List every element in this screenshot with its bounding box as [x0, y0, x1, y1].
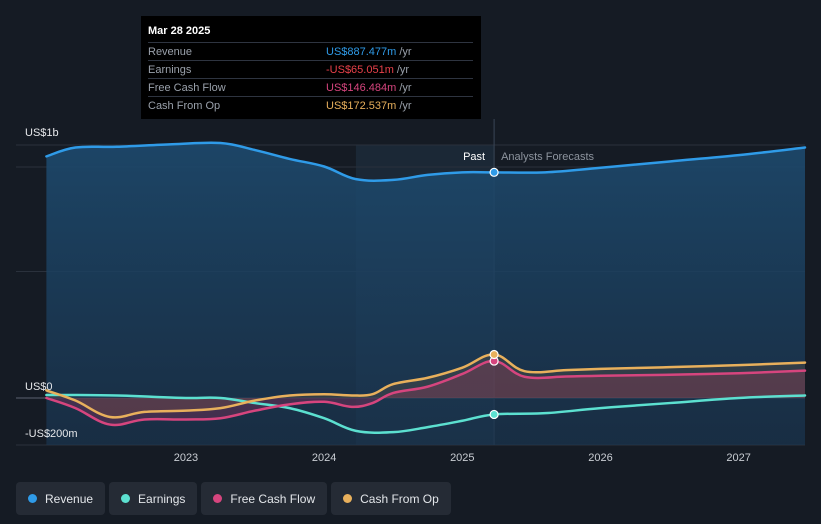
x-tick-label: 2027	[726, 452, 750, 464]
tooltip-row-value: US$887.477m	[326, 45, 397, 58]
legend-dot-icon	[213, 494, 223, 503]
tooltip-row-unit: /yr	[396, 63, 410, 76]
tooltip-row: Free Cash Flow US$146.484m/yr	[148, 78, 473, 96]
area-free-cash-flow	[46, 361, 806, 425]
tooltip-row-unit: /yr	[399, 81, 412, 94]
line-earnings	[45, 393, 807, 434]
tooltip-row-name: Revenue	[148, 45, 193, 58]
tooltip-row-value: US$172.537m	[326, 99, 397, 112]
tooltip: Mar 28 2025 Revenue US$887.477m/yr Earning…	[141, 16, 481, 119]
forecast-label: Analysts Forecasts	[501, 151, 594, 163]
hover-markers	[489, 167, 499, 420]
tooltip-row-name: Free Cash Flow	[148, 81, 226, 94]
y-tick-label: US$0	[25, 381, 53, 393]
series-lines	[45, 141, 807, 434]
legend-item-revenue[interactable]: Revenue	[16, 482, 106, 515]
tooltip-row: Cash From Op US$172.537m/yr	[148, 96, 473, 114]
y-tick-label: US$1b	[25, 127, 59, 139]
legend-label: Revenue	[45, 491, 94, 506]
legend-dot-icon	[28, 494, 37, 503]
x-tick-label: 2023	[174, 452, 198, 464]
tooltip-row-unit: /yr	[399, 99, 412, 112]
x-tick-label: 2026	[588, 452, 612, 464]
legend-item-earnings[interactable]: Earnings	[109, 482, 198, 515]
x-tick-label: 2025	[450, 452, 474, 464]
tooltip-row: Revenue US$887.477m/yr	[148, 42, 473, 60]
legend-item-cash-from-op[interactable]: Cash From Op	[331, 482, 451, 515]
legend-item-free-cash-flow[interactable]: Free Cash Flow	[201, 482, 328, 515]
tooltip-rows: Revenue US$887.477m/yr Earnings -US$65.051m…	[148, 42, 473, 114]
marker-revenue	[489, 167, 499, 177]
marker-earnings	[489, 409, 499, 420]
tooltip-row-unit: /yr	[399, 45, 412, 58]
line-revenue	[45, 141, 807, 182]
legend-label: Cash From Op	[360, 491, 439, 506]
legend-label: Free Cash Flow	[230, 491, 316, 506]
marker-cash-from-op	[489, 349, 499, 360]
tooltip-row-name: Earnings	[148, 63, 192, 76]
legend-label: Earnings	[138, 491, 186, 506]
tooltip-row-name: Cash From Op	[148, 99, 221, 112]
line-cash-from-op	[45, 353, 807, 419]
tooltip-row-value: US$146.484m	[326, 81, 397, 94]
legend-dot-icon	[343, 494, 353, 503]
legend-dot-icon	[121, 494, 131, 503]
tooltip-row-value: -US$65.051m	[326, 63, 394, 76]
y-tick-label: -US$200m	[25, 428, 78, 440]
line-free-cash-flow	[45, 359, 807, 427]
series-areas	[46, 142, 806, 445]
tooltip-date: Mar 28 2025	[148, 25, 211, 37]
tooltip-row: Earnings -US$65.051m/yr	[148, 60, 473, 78]
past-label: Past	[463, 151, 485, 163]
axes: Past Analysts Forecasts US$1b US$0 -US$200m 2…	[25, 127, 751, 464]
x-tick-label: 2024	[312, 452, 336, 464]
legend: Revenue Earnings Free Cash Flow Cash From O…	[16, 482, 451, 515]
